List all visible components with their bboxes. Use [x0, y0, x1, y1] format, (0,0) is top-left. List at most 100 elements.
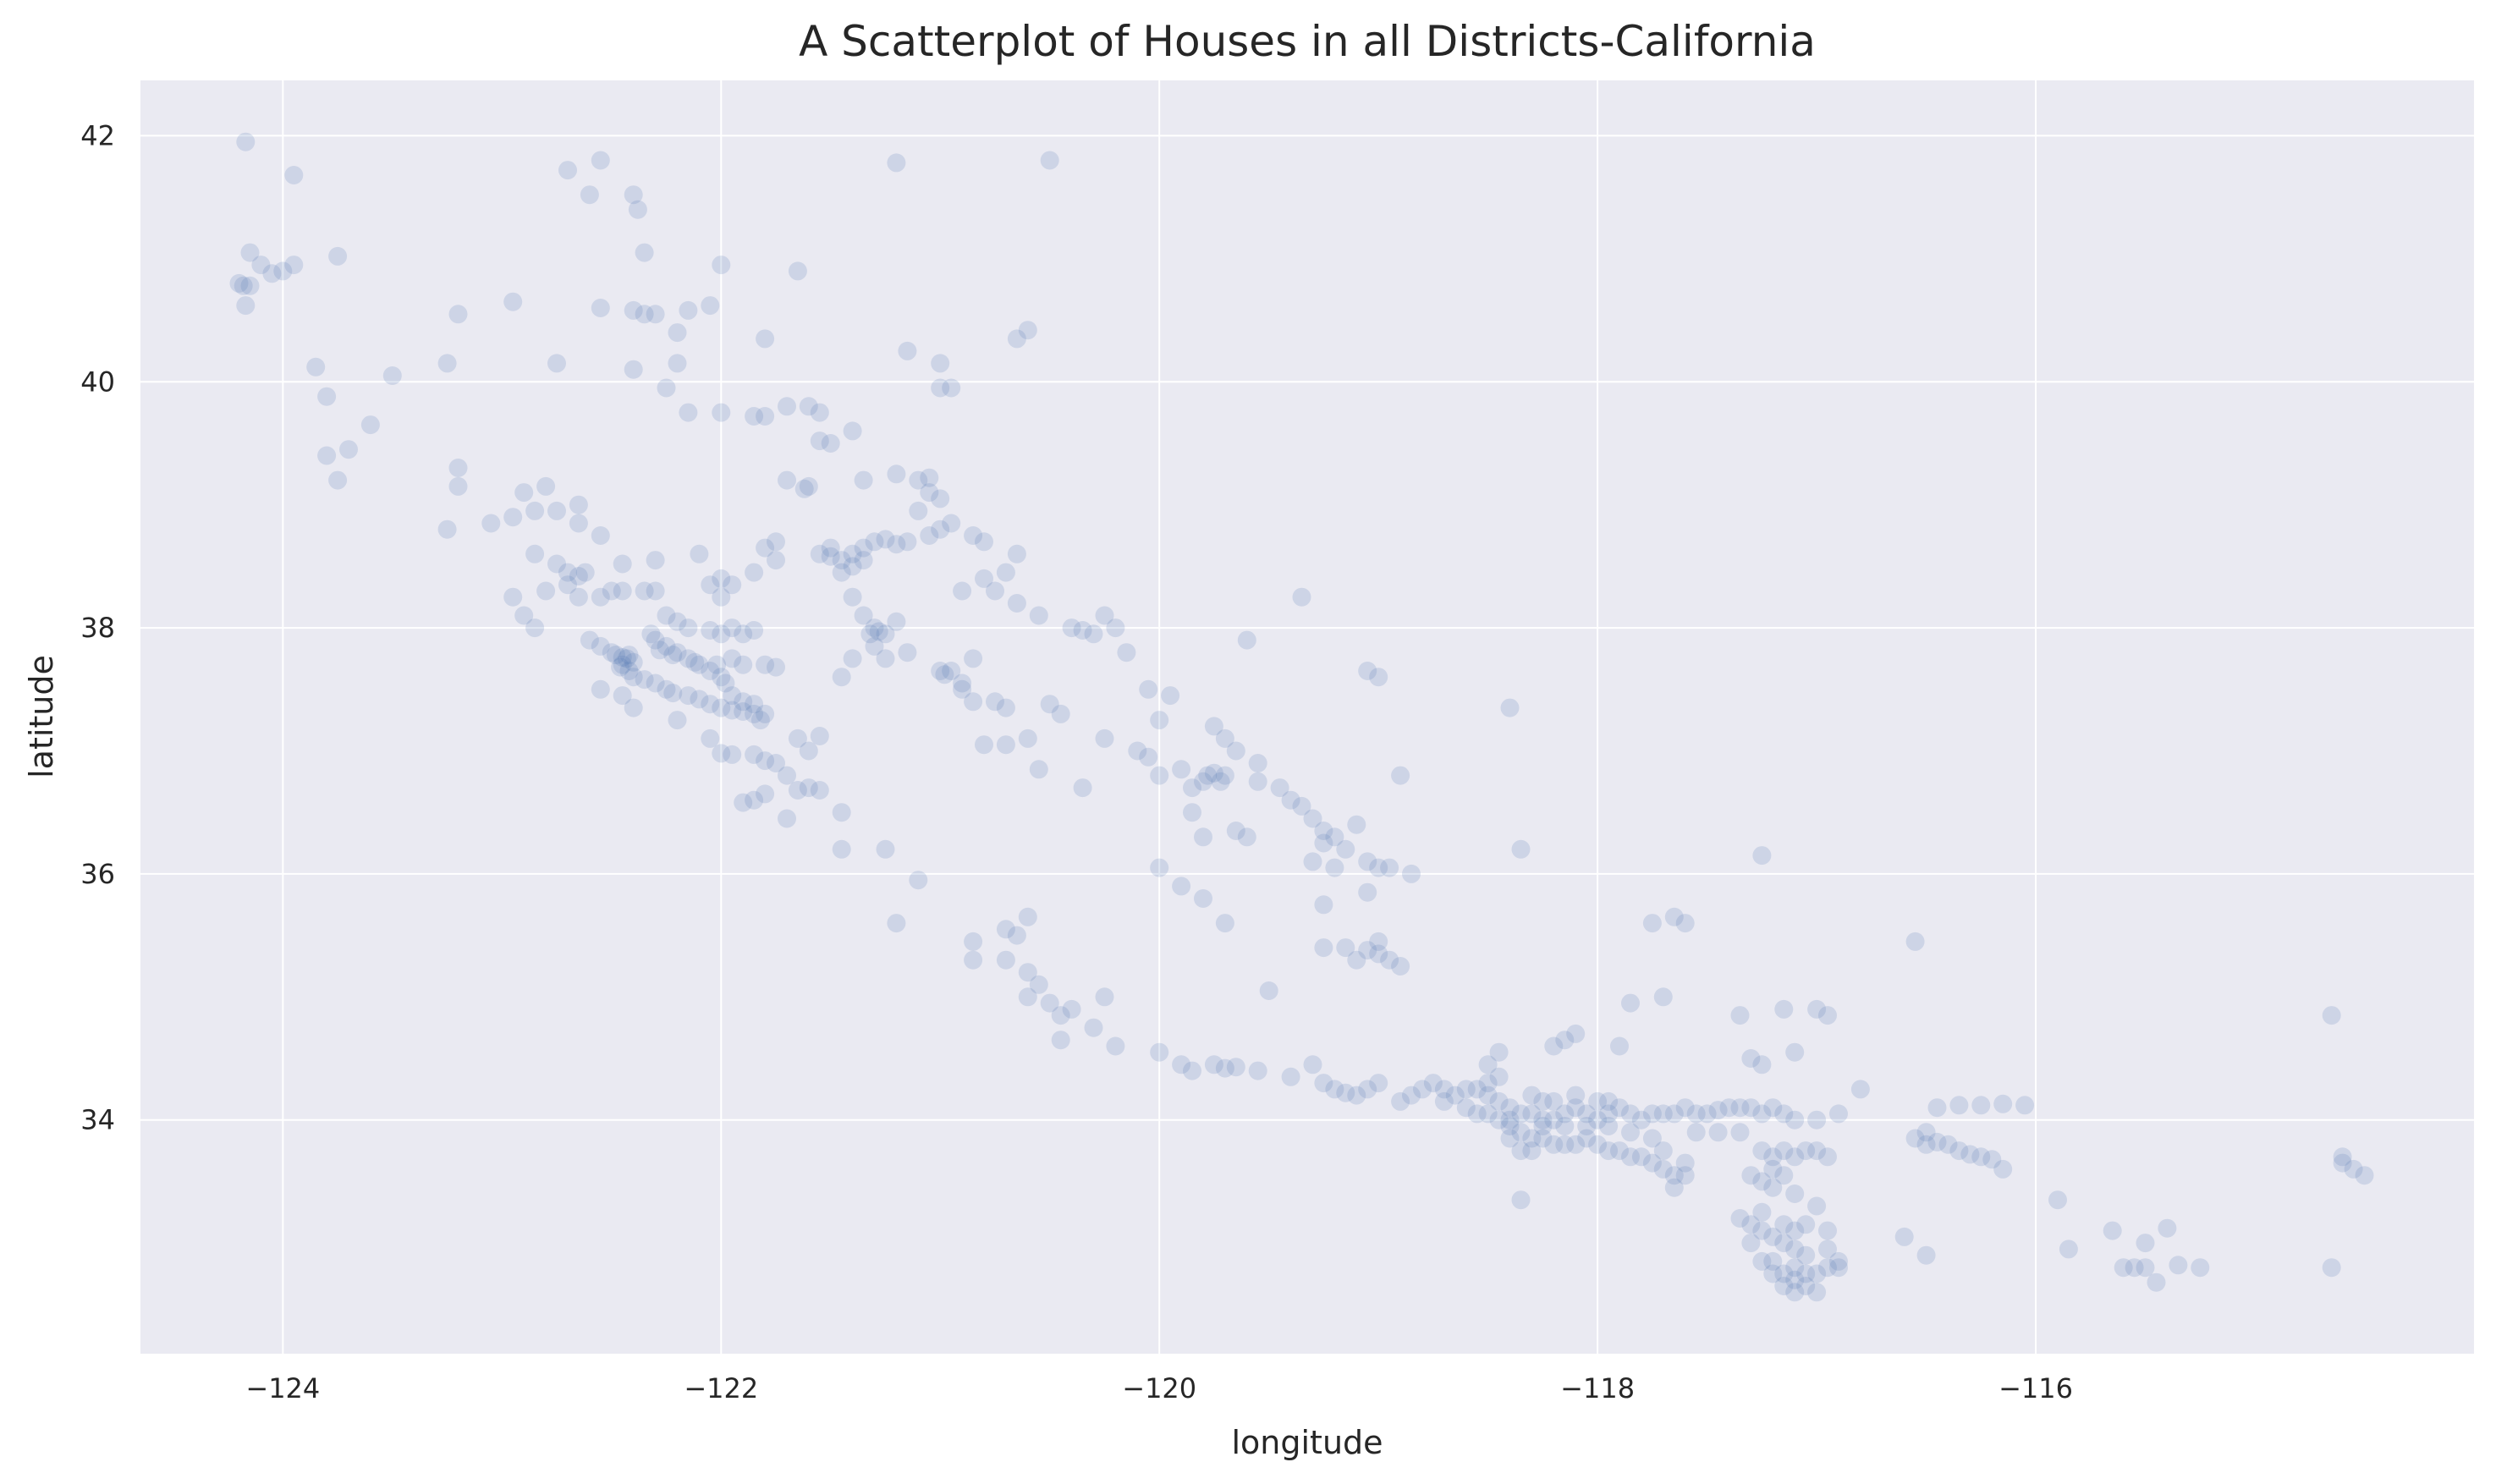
data-point — [1829, 1104, 1848, 1124]
data-point — [635, 305, 654, 324]
data-point — [339, 440, 358, 459]
data-point — [1303, 809, 1322, 828]
data-point — [628, 200, 647, 219]
data-point — [1172, 760, 1191, 779]
data-point — [1478, 1086, 1498, 1105]
data-point — [767, 657, 785, 677]
data-point — [1741, 1166, 1761, 1185]
data-point — [1478, 1074, 1498, 1093]
data-point — [1128, 741, 1147, 761]
data-point — [1752, 1172, 1772, 1191]
data-point — [865, 532, 884, 552]
data-point — [1018, 987, 1037, 1007]
data-point — [756, 784, 775, 804]
data-point — [843, 421, 862, 441]
data-point — [876, 839, 895, 859]
data-point — [996, 735, 1015, 755]
data-points — [229, 132, 2374, 1302]
data-point — [668, 612, 687, 631]
data-point — [624, 652, 643, 672]
data-point — [668, 711, 687, 730]
data-point — [1796, 1245, 1816, 1265]
data-point — [1183, 803, 1201, 822]
data-point — [1511, 1104, 1531, 1124]
data-point — [1708, 1101, 1728, 1120]
data-point — [1949, 1096, 1969, 1115]
data-point — [1391, 957, 1410, 976]
data-point — [1664, 1104, 1684, 1124]
data-point — [679, 686, 698, 706]
data-point — [1577, 1117, 1597, 1135]
data-point — [869, 622, 888, 641]
data-point — [1631, 1110, 1651, 1129]
data-point — [1785, 1283, 1805, 1302]
data-point — [2147, 1272, 2166, 1292]
data-point — [1916, 1245, 1936, 1265]
data-point — [360, 415, 380, 435]
data-point — [1358, 852, 1377, 871]
data-point — [525, 618, 545, 638]
data-point — [1095, 987, 1114, 1007]
data-point — [712, 698, 731, 717]
data-point — [617, 649, 636, 668]
data-point — [679, 403, 698, 422]
data-point — [679, 300, 698, 320]
data-point — [1051, 704, 1070, 723]
data-point — [767, 532, 785, 552]
data-point — [1642, 1104, 1662, 1124]
data-point — [832, 668, 851, 687]
data-point — [1763, 1178, 1783, 1197]
data-point — [767, 754, 785, 772]
data-point — [1325, 827, 1344, 847]
data-point — [1511, 1190, 1531, 1210]
data-point — [1084, 1018, 1103, 1037]
data-point — [1248, 754, 1267, 772]
data-point — [953, 581, 972, 601]
data-point — [1642, 1153, 1662, 1173]
data-point — [575, 563, 595, 582]
data-point — [1161, 686, 1180, 706]
data-point — [646, 305, 665, 324]
data-point — [1040, 695, 1059, 714]
data-point — [1204, 1055, 1223, 1075]
data-point — [1237, 630, 1256, 650]
data-point — [1555, 1104, 1575, 1124]
data-point — [1522, 1086, 1542, 1105]
data-point — [1511, 1123, 1531, 1142]
data-point — [1369, 932, 1388, 951]
data-point — [1752, 1104, 1772, 1124]
data-point — [1358, 1080, 1377, 1099]
data-point — [1708, 1123, 1728, 1142]
x-axis-label: longitude — [1231, 1424, 1383, 1461]
data-point — [2191, 1258, 2210, 1278]
data-point — [1796, 1277, 1816, 1295]
data-point — [1982, 1150, 2002, 1169]
data-point — [1456, 1080, 1476, 1099]
data-point — [1095, 606, 1114, 625]
data-point — [650, 640, 669, 660]
data-point — [1347, 815, 1366, 834]
data-point — [975, 735, 993, 755]
data-point — [1204, 717, 1223, 736]
data-point — [1445, 1086, 1465, 1105]
data-point — [514, 606, 534, 625]
data-point — [1796, 1215, 1816, 1234]
data-point — [1599, 1117, 1619, 1135]
data-point — [1215, 728, 1234, 748]
data-point — [865, 636, 884, 656]
data-point — [1413, 1080, 1432, 1099]
data-point — [996, 698, 1015, 717]
data-point — [1226, 1058, 1245, 1077]
data-point — [1763, 1227, 1783, 1246]
data-point — [1993, 1094, 2013, 1113]
data-point — [1599, 1104, 1619, 1124]
y-axis-ticks: 34 36 38 40 42 — [80, 119, 115, 1135]
data-point — [284, 166, 304, 184]
data-point — [1807, 999, 1827, 1019]
data-point — [1478, 1104, 1498, 1124]
data-point — [2103, 1221, 2122, 1240]
data-point — [788, 781, 807, 800]
data-point — [887, 153, 906, 173]
data-point — [887, 612, 906, 631]
data-point — [745, 704, 764, 723]
